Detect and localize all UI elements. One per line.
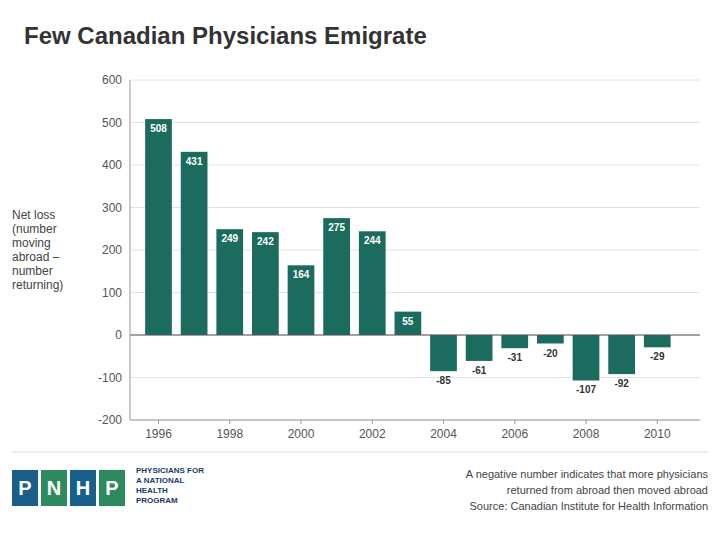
grid-line (130, 122, 700, 123)
grid-line (130, 335, 700, 336)
logo-letter: N (47, 477, 61, 499)
footer-note: A negative number indicates that more ph… (466, 468, 709, 512)
x-tick-label: 1998 (216, 427, 243, 441)
y-tick-label: 300 (102, 201, 122, 215)
y-tick-label: 400 (102, 158, 122, 172)
data-label: 275 (328, 222, 345, 233)
y-axis-line (130, 80, 131, 420)
data-label: 244 (364, 235, 381, 246)
x-tick-label: 2002 (359, 427, 386, 441)
x-tick (301, 420, 302, 424)
data-label: -29 (650, 351, 665, 362)
x-tick (158, 420, 159, 424)
x-tick-label: 2010 (644, 427, 671, 441)
logo-letter: P (105, 477, 118, 499)
grid-line (130, 80, 700, 81)
y-tick-label: 500 (102, 116, 122, 130)
x-tick-label: 2008 (573, 427, 600, 441)
footer-separator (12, 452, 708, 453)
data-label: 431 (186, 156, 203, 167)
bar (501, 335, 528, 348)
x-tick-label: 2000 (288, 427, 315, 441)
x-tick (514, 420, 515, 424)
data-label: 55 (402, 316, 414, 327)
x-tick-label: 1996 (145, 427, 172, 441)
bar (288, 265, 315, 335)
logo-box (70, 470, 96, 506)
data-label: 249 (221, 233, 238, 244)
x-tick (443, 420, 444, 424)
bar (644, 335, 671, 347)
y-tick-label: 600 (102, 73, 122, 87)
grid-line (130, 207, 700, 208)
y-tick-label: 200 (102, 243, 122, 257)
x-tick (657, 420, 658, 424)
bar (359, 231, 386, 335)
zero-line (130, 335, 700, 336)
logo-box (12, 470, 38, 506)
x-tick (229, 420, 230, 424)
data-label: -31 (508, 352, 523, 363)
data-label: 242 (257, 236, 274, 247)
bar (537, 335, 564, 344)
grid-line (130, 165, 700, 166)
grid-line (130, 420, 700, 421)
data-label: -107 (576, 384, 596, 395)
bar (145, 119, 172, 335)
logo-box (99, 470, 125, 506)
x-axis-line (130, 420, 700, 421)
bar (395, 312, 422, 335)
data-label: 508 (150, 123, 167, 134)
grid-line (130, 250, 700, 251)
data-label: -20 (543, 348, 558, 359)
logo-letter: H (76, 477, 90, 499)
x-tick-label: 2004 (430, 427, 457, 441)
y-tick-label: 100 (102, 286, 122, 300)
bar (181, 152, 208, 335)
grid-line (130, 292, 700, 293)
logo-text: PHYSICIANS FORA NATIONALHEALTHPROGRAM (136, 466, 204, 505)
x-tick (586, 420, 587, 424)
bars (145, 119, 670, 380)
y-tick-label: -100 (98, 371, 122, 385)
data-label: -61 (472, 365, 487, 376)
data-label: 164 (293, 269, 310, 280)
title: Few Canadian Physicians Emigrate (24, 22, 427, 49)
x-tick-label: 2006 (501, 427, 528, 441)
bar (252, 232, 279, 335)
logo-letter: P (18, 477, 31, 499)
bar (323, 218, 350, 335)
y-tick-label: -200 (98, 413, 122, 427)
bar (466, 335, 493, 361)
bar (573, 335, 600, 380)
x-tick (372, 420, 373, 424)
logo-box (41, 470, 67, 506)
y-axis-label: Net loss(numbermovingabroad –numberretur… (12, 208, 63, 292)
y-tick-label: 0 (115, 328, 122, 342)
bar (430, 335, 457, 371)
bar (608, 335, 635, 374)
chart: Few Canadian Physicians Emigrate Net loss… (0, 0, 720, 540)
bar (216, 229, 243, 335)
data-label: -85 (436, 375, 451, 386)
data-label: -92 (614, 378, 629, 389)
